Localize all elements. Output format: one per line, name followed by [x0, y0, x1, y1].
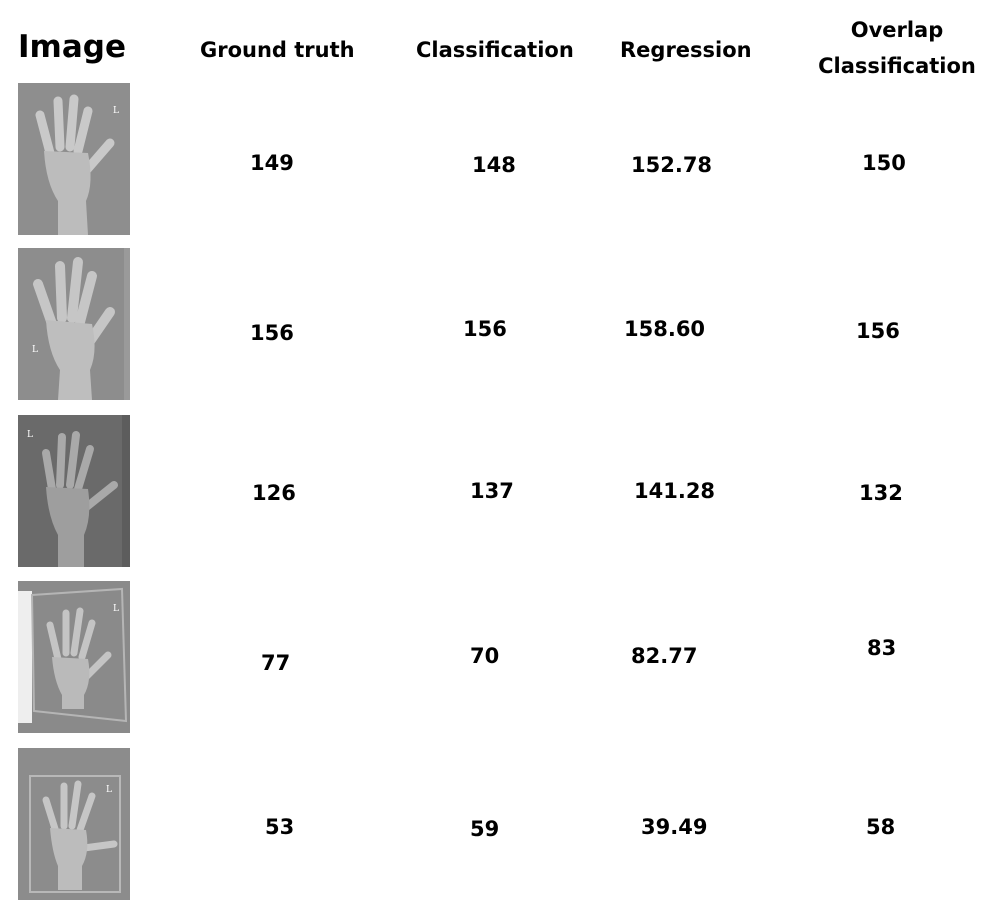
xray-thumbnail: L — [18, 415, 130, 567]
row4-ground-truth: 77 — [261, 651, 291, 675]
header-image: Image — [18, 29, 126, 65]
row2-overlap: 156 — [856, 319, 900, 343]
svg-text:L: L — [32, 345, 38, 355]
row5-ground-truth: 53 — [265, 815, 295, 839]
hand-xray-image: L — [18, 748, 130, 900]
xray-thumbnail: L — [18, 581, 130, 733]
row3-regression: 141.28 — [634, 479, 716, 503]
svg-text:L: L — [27, 430, 33, 440]
row5-overlap: 58 — [866, 815, 896, 839]
row5-classification: 59 — [470, 817, 500, 841]
header-overlap-line1: Overlap — [850, 18, 944, 42]
row2-ground-truth: 156 — [250, 321, 294, 345]
row5-regression: 39.49 — [641, 815, 708, 839]
header-classification: Classification — [416, 38, 574, 62]
svg-text:L: L — [113, 106, 119, 116]
row2-regression: 158.60 — [624, 317, 706, 341]
row1-overlap: 150 — [862, 151, 906, 175]
header-ground-truth: Ground truth — [200, 38, 355, 62]
row4-classification: 70 — [470, 644, 500, 668]
hand-xray-image: L — [18, 581, 130, 733]
row1-classification: 148 — [472, 153, 516, 177]
svg-text:L: L — [106, 785, 112, 795]
row1-regression: 152.78 — [631, 153, 713, 177]
hand-xray-image: L — [18, 415, 130, 567]
header-regression: Regression — [620, 38, 752, 62]
row4-overlap: 83 — [867, 636, 897, 660]
header-overlap-classification: Overlap Classification — [812, 12, 982, 84]
row4-regression: 82.77 — [631, 644, 698, 668]
row2-classification: 156 — [463, 317, 507, 341]
xray-thumbnail: L — [18, 748, 130, 900]
row3-overlap: 132 — [859, 481, 903, 505]
row3-classification: 137 — [470, 479, 514, 503]
xray-thumbnail: L — [18, 83, 130, 235]
header-overlap-line2: Classification — [818, 54, 976, 78]
hand-xray-image: L — [18, 248, 130, 400]
hand-xray-image: L — [18, 83, 130, 235]
row1-ground-truth: 149 — [250, 151, 294, 175]
row3-ground-truth: 126 — [252, 481, 296, 505]
svg-text:L: L — [113, 604, 119, 614]
xray-thumbnail: L — [18, 248, 130, 400]
